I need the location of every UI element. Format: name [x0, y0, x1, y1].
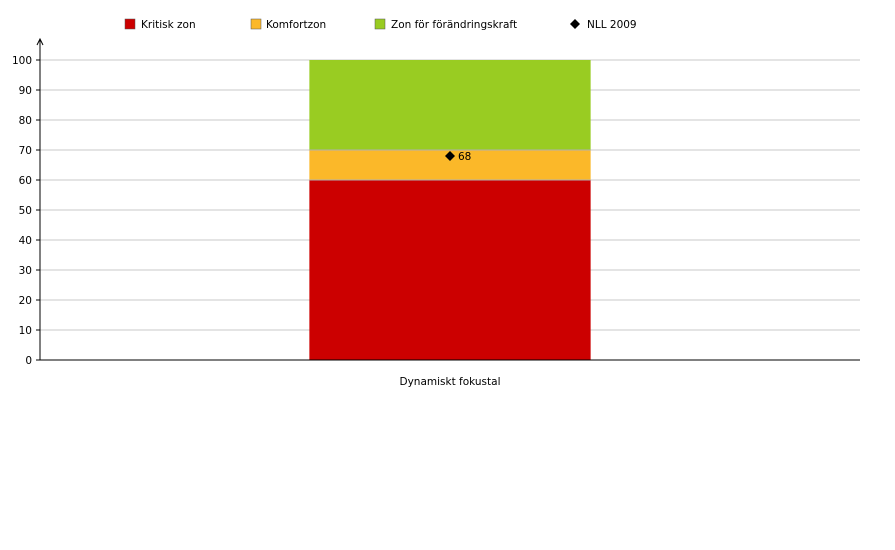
y-tick-label: 70 [19, 145, 32, 157]
y-tick-label: 20 [19, 295, 32, 307]
legend-label-change: Zon för förändringskraft [391, 19, 517, 31]
marker-value-label: 68 [458, 151, 471, 163]
y-tick-label: 80 [19, 115, 32, 127]
bar-segment [309, 180, 591, 360]
legend-label-marker: NLL 2009 [587, 19, 637, 31]
y-axis-ticks: 0 10 20 30 40 50 60 70 80 90 100 [12, 55, 40, 367]
y-tick-label: 40 [19, 235, 32, 247]
x-axis-labels: Dynamiskt fokustal [399, 376, 500, 388]
legend-swatch-critical [124, 18, 136, 30]
legend-label-critical: Kritisk zon [141, 19, 196, 31]
y-tick-label: 10 [19, 325, 32, 337]
legend-label-comfort: Komfortzon [266, 19, 326, 31]
y-axis-arrow-icon [36, 37, 44, 46]
y-tick-label: 60 [19, 175, 32, 187]
legend-swatch-change [374, 18, 386, 30]
legend: Kritisk zon Komfortzon Zon för förändrin… [124, 18, 637, 31]
legend-swatch-comfort [250, 18, 262, 30]
y-tick-label: 90 [19, 85, 32, 97]
y-tick-label: 100 [12, 55, 32, 67]
marker-diamond-icon [445, 151, 455, 161]
legend-diamond-icon [570, 19, 580, 29]
y-tick-label: 50 [19, 205, 32, 217]
bars [309, 60, 591, 360]
axes [36, 37, 860, 361]
y-tick-label: 0 [25, 355, 32, 367]
markers: 68 [445, 151, 471, 163]
x-category-label: Dynamiskt fokustal [399, 376, 500, 388]
bar-segment [309, 60, 591, 150]
y-tick-label: 30 [19, 265, 32, 277]
